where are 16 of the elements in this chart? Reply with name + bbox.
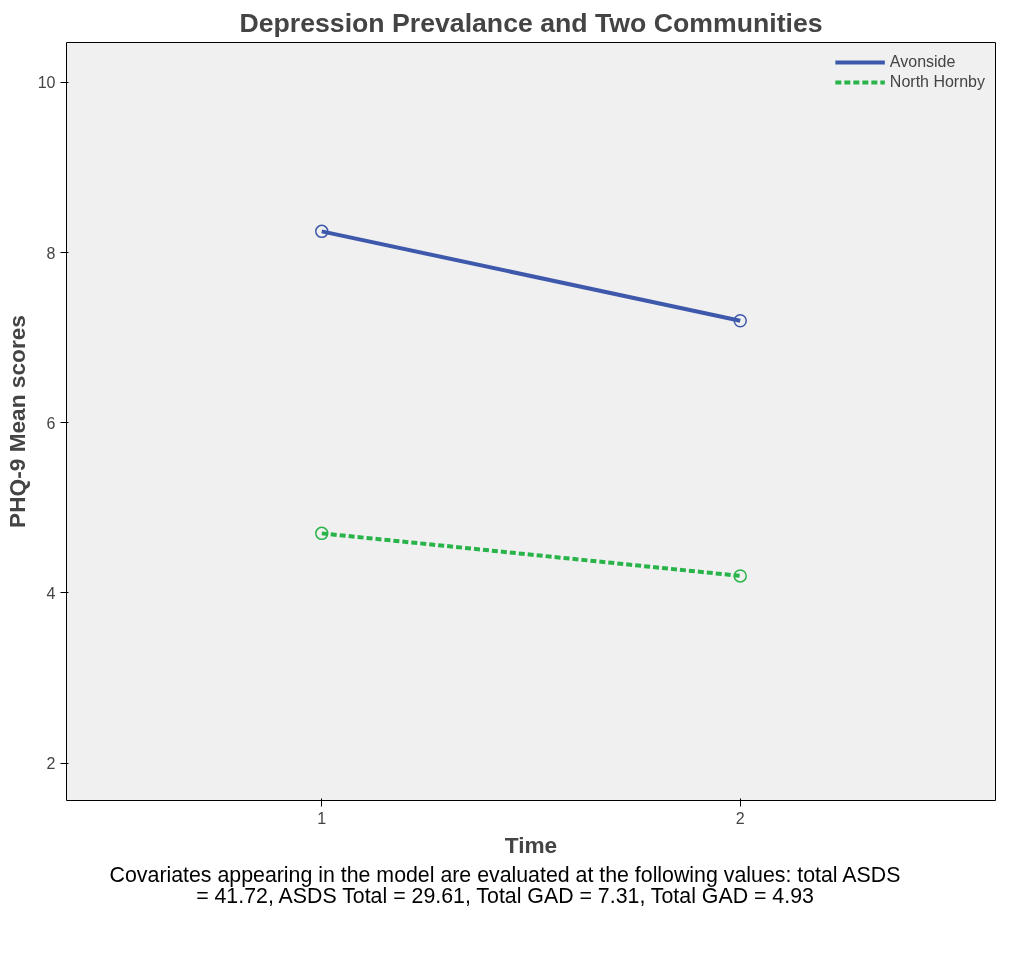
x-axis-title: Time <box>504 831 558 858</box>
y-tick-label: 4 <box>46 584 56 602</box>
x-tick-label: 1 <box>317 809 327 827</box>
legend-label: North Hornby <box>889 73 985 91</box>
legend-label: Avonside <box>889 53 956 71</box>
point <box>315 224 329 239</box>
chart-title: Depression Prevalance and Two Communities <box>239 7 823 38</box>
text: Covariates appearing in the model are evaluated at the following values: total ASDS = 41.72, ASDS Total = 29.61, Total GAD = 7.31, Total GAD = 4.93 <box>109 863 901 909</box>
y-tick-label: 2 <box>46 755 56 773</box>
y-tick-label: 10 <box>37 74 56 92</box>
point <box>733 313 747 328</box>
y-tick-label: 8 <box>46 244 56 262</box>
y-axis-title: PHQ-9 Mean scores <box>3 315 30 528</box>
point <box>315 526 329 541</box>
y-tick-label: 6 <box>46 414 56 432</box>
point <box>733 569 747 583</box>
